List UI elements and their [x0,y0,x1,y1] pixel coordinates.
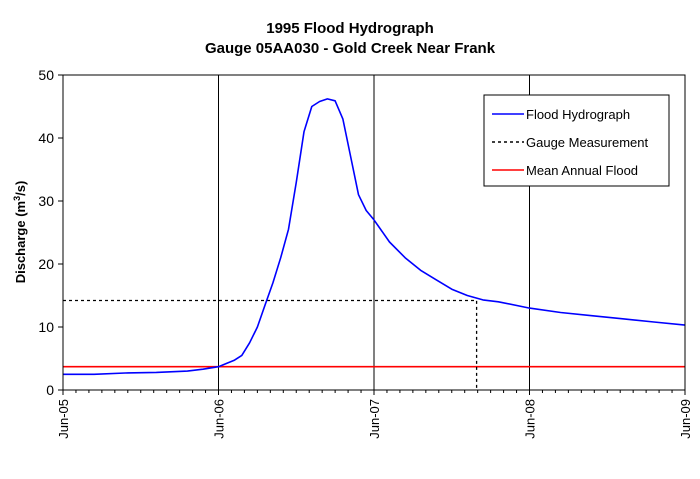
chart-subtitle: Gauge 05AA030 - Gold Creek Near Frank [204,40,496,57]
y-tick-label: 0 [46,382,54,398]
legend-label: Gauge Measurement [526,135,649,150]
legend-box [483,94,670,187]
y-axis-label: Discharge (m3/s) [12,181,28,284]
series-line [63,299,478,390]
chart-title: 1995 Flood Hydrograph [266,20,434,37]
y-tick-label: 50 [38,67,54,83]
x-tick-label: Jun-06 [212,399,227,439]
x-tick-label: Jun-07 [367,399,382,439]
y-tick-label: 10 [38,319,54,335]
axes: 0 10 20 30 40 50 Jun-05 Jun-06 Jun-07 Jun-08 Jun-0… [38,67,693,439]
grid [218,75,530,390]
x-tick-label: Jun-09 [678,399,693,439]
legend: Flood Hydrograph Gauge Measurement Mean An… [483,94,670,187]
legend-label: Flood Hydrograph [526,107,630,122]
y-tick-label: 20 [38,256,54,272]
y-tick-label: 40 [38,130,54,146]
series-layer [63,98,686,390]
legend-label: Mean Annual Flood [526,163,638,178]
x-tick-label: Jun-08 [523,399,538,439]
y-tick-label: 30 [38,193,54,209]
x-tick-label: Jun-05 [56,399,71,439]
series-line [63,98,686,376]
